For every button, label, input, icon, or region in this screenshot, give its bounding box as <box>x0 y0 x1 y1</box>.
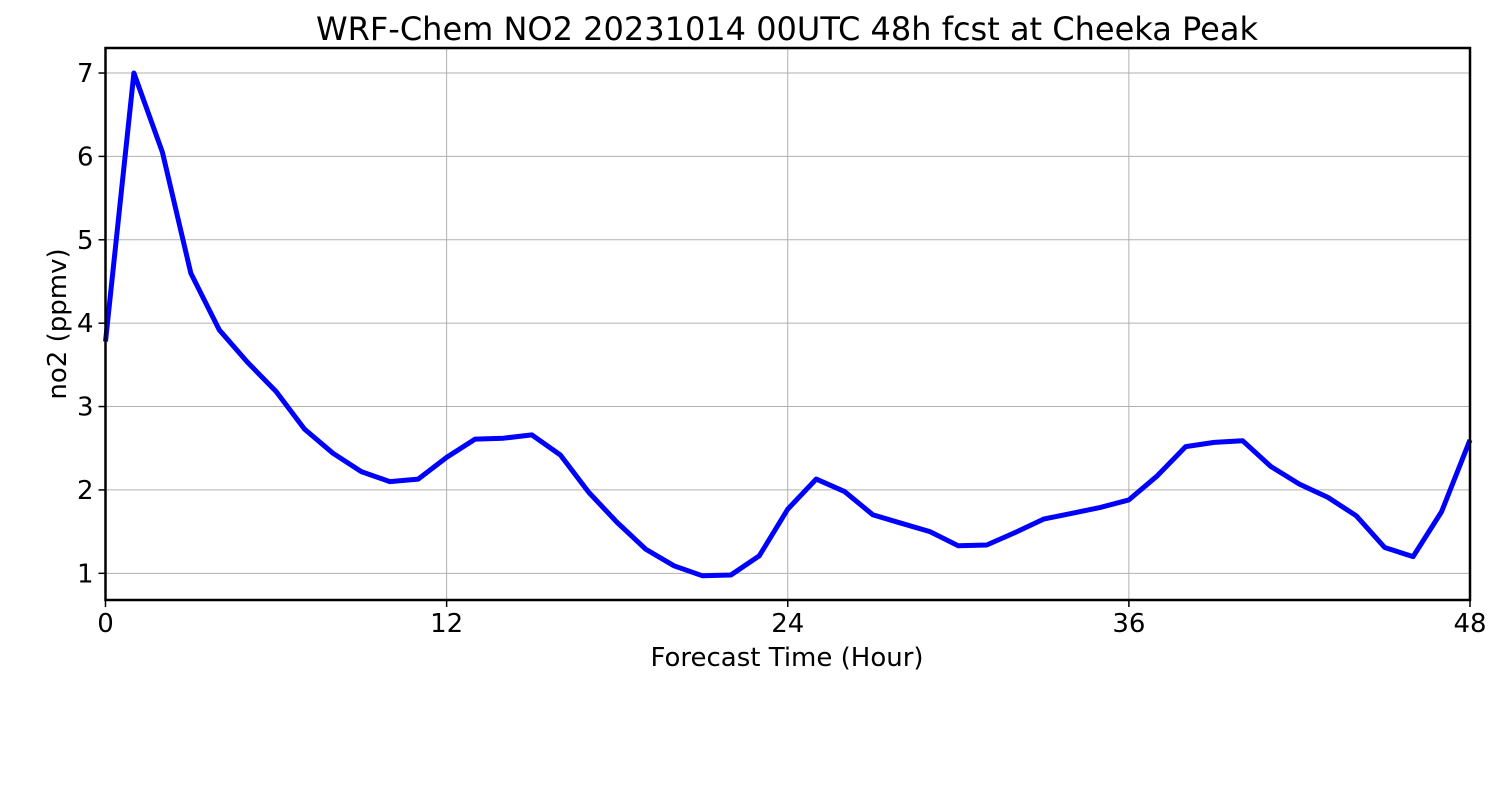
x-tick-label: 12 <box>430 609 463 639</box>
y-tick-label: 3 <box>77 393 94 423</box>
y-tick-label: 6 <box>77 142 94 172</box>
chart-title: WRF-Chem NO2 20231014 00UTC 48h fcst at … <box>316 10 1258 48</box>
y-tick-label: 1 <box>77 559 94 589</box>
no2-series-line <box>103 70 1473 579</box>
y-tick-label: 5 <box>77 226 94 256</box>
x-tick-label: 0 <box>97 609 114 639</box>
grid-lines <box>105 48 1471 600</box>
y-tick-label: 2 <box>77 476 94 506</box>
x-tick-label: 36 <box>1112 609 1145 639</box>
x-tick-label: 24 <box>771 609 804 639</box>
x-axis-label: Forecast Time (Hour) <box>650 643 923 673</box>
x-tick-label: 48 <box>1453 609 1486 639</box>
y-tick-label: 4 <box>77 309 94 339</box>
y-tick-label: 7 <box>77 59 94 89</box>
y-axis-label: no2 (ppmv) <box>43 248 73 399</box>
series-layer <box>103 70 1473 579</box>
